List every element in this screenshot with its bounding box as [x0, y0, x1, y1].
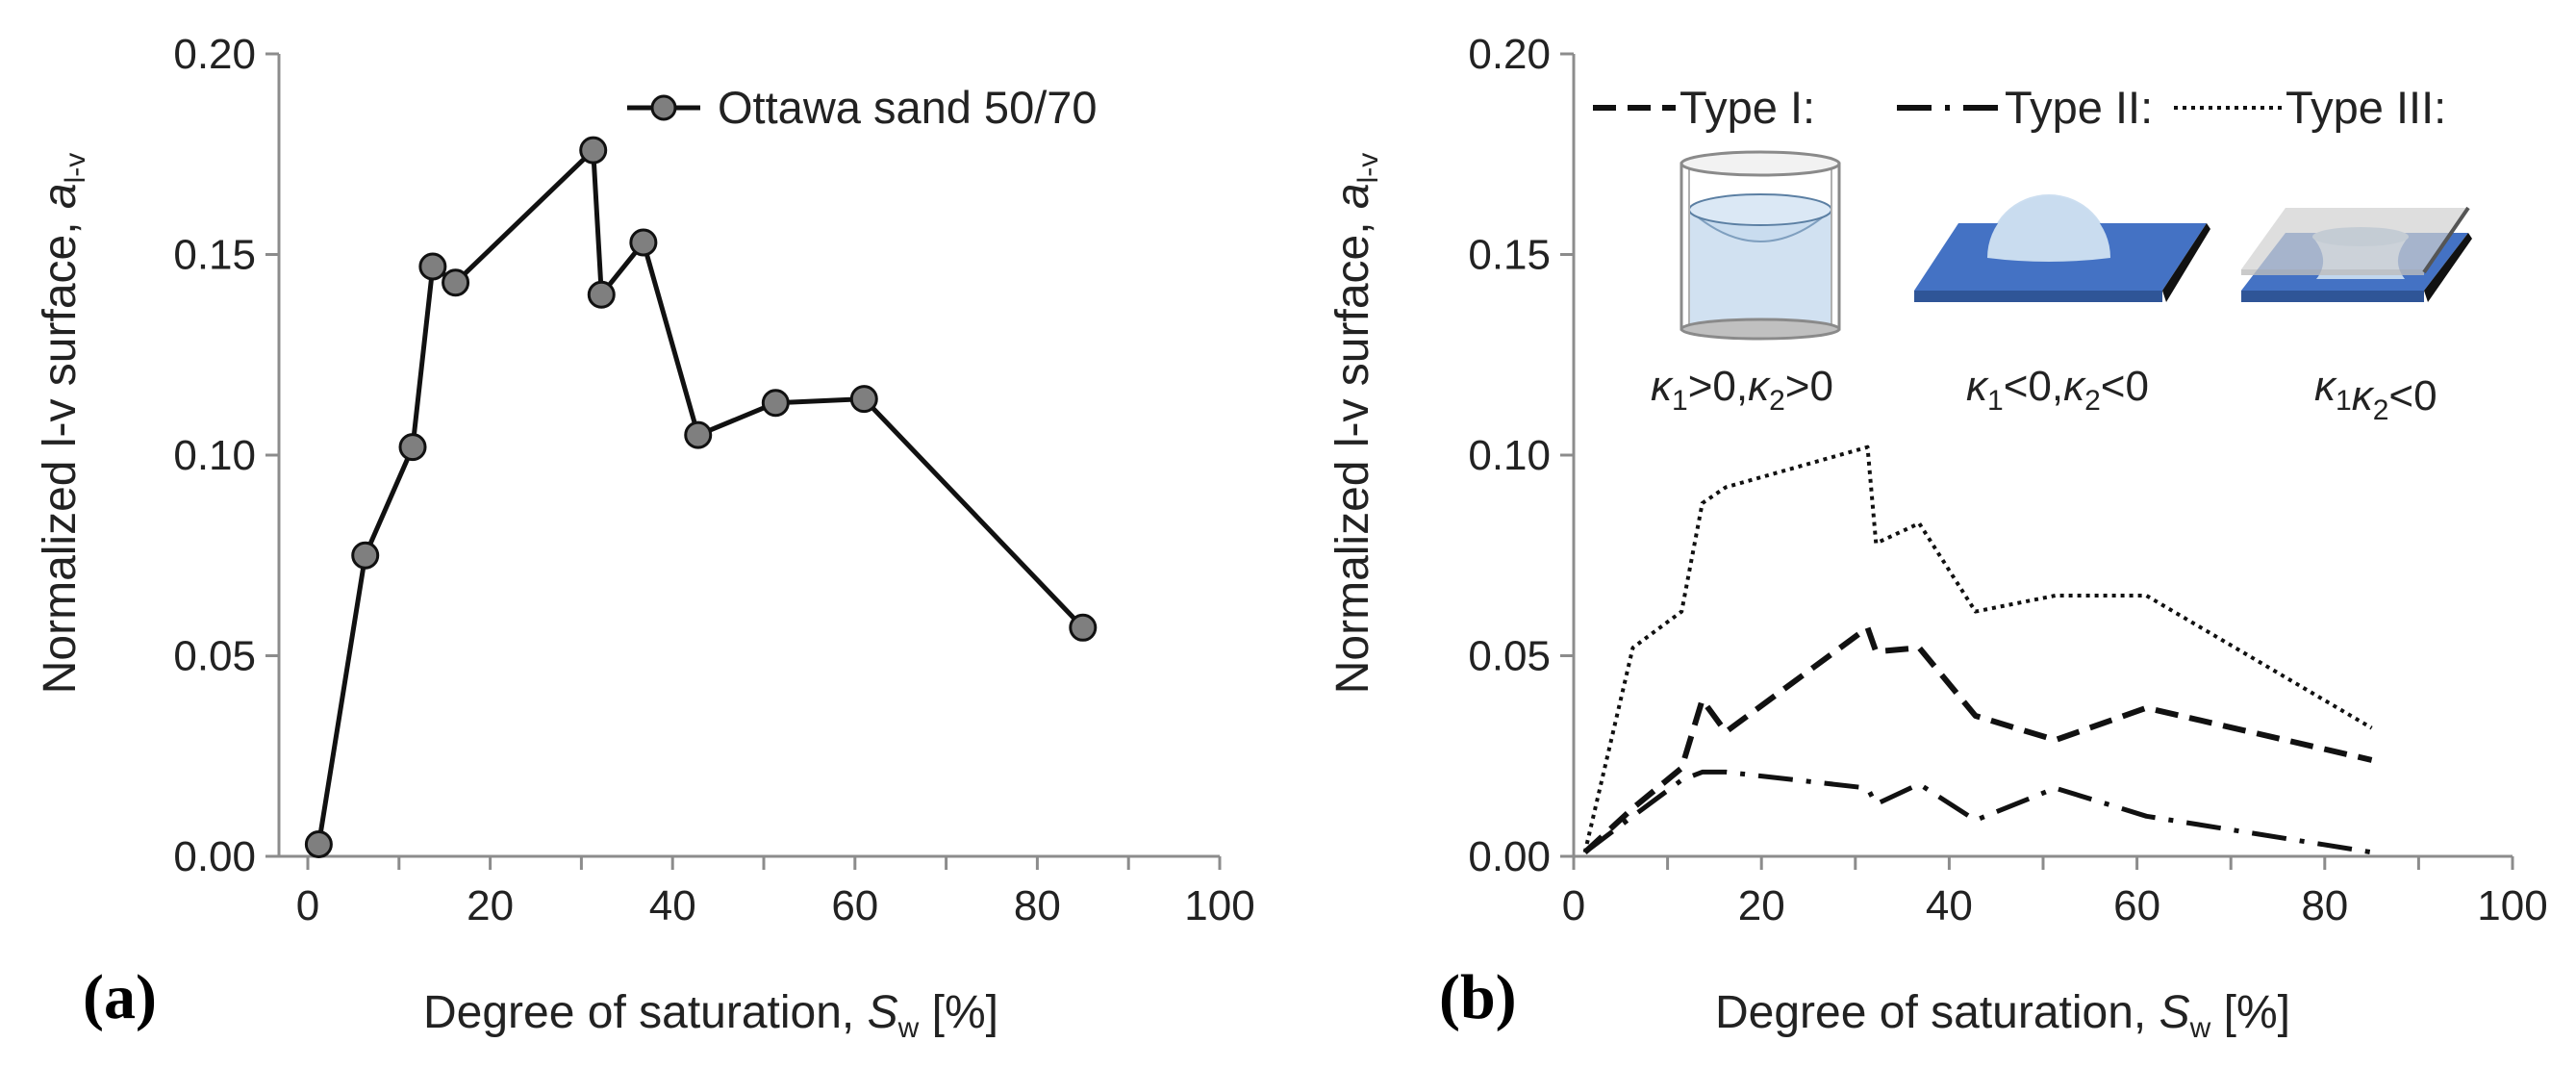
y-tick-label: 0.00: [173, 833, 256, 880]
data-point: [304, 829, 333, 858]
legend-type-3-label: Type III:: [2286, 82, 2446, 133]
panel-a-tick-labels: 0.00 0.05 0.10 0.15 0.20 0 20 40 60 80 100: [173, 31, 1254, 929]
data-point: [579, 136, 608, 165]
panel-a-axes: [265, 52, 1222, 870]
series-line-1: [316, 147, 1085, 845]
y-tick-label: 0.15: [1468, 232, 1551, 279]
series-line-2: [1583, 769, 2372, 855]
y-tick-label: 0.00: [1468, 833, 1551, 880]
x-tick-label: 20: [1738, 882, 1785, 929]
y-tick-label: 0.10: [1468, 432, 1551, 479]
x-tick-label: 100: [2477, 882, 2547, 929]
x-tick-label: 20: [467, 882, 514, 929]
plate-front: [1914, 291, 2162, 302]
x-tick-label: 80: [1014, 882, 1061, 929]
x-tick-label: 100: [1184, 882, 1254, 929]
panel-a-y-axis-title: Normalized l-v surface, al-v: [35, 153, 91, 695]
type-2-droplet-illustration: [1914, 194, 2210, 302]
droplet-front: [1987, 196, 2110, 262]
x-tick-label: 0: [296, 882, 319, 929]
panel-a-legend: Ottawa sand 50/70: [627, 82, 1098, 133]
panel-b-y-axis-title: Normalized l-v surface, al-v: [1327, 153, 1384, 695]
panel-a-plot-area: [304, 136, 1098, 858]
top-glass-edge: [2422, 206, 2470, 274]
data-point: [442, 268, 470, 297]
panel-a: 0.00 0.05 0.10 0.15 0.20 0 20 40 60 80 100 Ottawa …: [35, 31, 1255, 1044]
panel-b-tick-labels: 0.00 0.05 0.10 0.15 0.20 0 20 40 60 80 100: [1468, 31, 2547, 929]
panel-a-legend-marker: [650, 94, 677, 121]
y-tick-label: 0.20: [1468, 31, 1551, 78]
data-point: [849, 385, 878, 414]
x-tick-label: 40: [649, 882, 696, 929]
panel-b-plot-area: [1582, 445, 2373, 855]
data-point: [684, 420, 713, 449]
data-point: [1069, 613, 1098, 642]
x-tick-label: 40: [1926, 882, 1973, 929]
x-tick-label: 60: [831, 882, 878, 929]
top-glass-plate: [2241, 208, 2468, 269]
panel-b-label: (b): [1439, 962, 1517, 1032]
y-tick-label: 0.05: [1468, 633, 1551, 680]
y-tick-label: 0.20: [173, 31, 256, 78]
panel-b: 0.00 0.05 0.10 0.15 0.20 0 20 40 60 80 100 Type I:…: [1327, 31, 2548, 1044]
x-tick-label: 80: [2301, 882, 2348, 929]
y-tick-label: 0.15: [173, 232, 256, 279]
data-point: [761, 389, 790, 418]
bottom-plate-side: [2424, 233, 2472, 302]
type-1-cylinder-illustration: [1679, 150, 1841, 341]
curvature-label-type-3: κ1κ2<0: [2314, 363, 2437, 426]
data-point: [629, 228, 658, 257]
y-tick-label: 0.05: [173, 633, 256, 680]
panel-a-legend-label: Ottawa sand 50/70: [718, 82, 1098, 133]
curvature-label-type-2: κ1<0,κ2<0: [1966, 363, 2149, 417]
y-tick-label: 0.10: [173, 432, 256, 479]
top-glass-front: [2241, 269, 2424, 275]
panel-b-x-axis-title: Degree of saturation, Sw [%]: [1715, 987, 2290, 1044]
cylinder-bottom: [1679, 318, 1841, 341]
type-3-bridge-illustration: [2241, 206, 2472, 302]
panel-b-legend: Type I: Type II: Type III:: [1593, 82, 2446, 133]
legend-type-1-label: Type I:: [1679, 82, 1815, 133]
data-point: [418, 252, 447, 281]
legend-type-2-label: Type II:: [2005, 82, 2153, 133]
series-line-3: [1582, 445, 2373, 853]
curvature-label-type-1: κ1>0,κ2>0: [1651, 363, 1833, 417]
cylinder-liquid-surface: [1688, 193, 1832, 226]
panel-a-label: (a): [83, 962, 157, 1032]
panel-a-x-axis-title: Degree of saturation, Sw [%]: [423, 987, 998, 1044]
x-tick-label: 60: [2113, 882, 2160, 929]
bottom-plate-front: [2241, 291, 2424, 302]
data-point: [351, 541, 380, 570]
data-point: [398, 433, 427, 462]
data-point: [587, 280, 616, 309]
x-tick-label: 0: [1562, 882, 1585, 929]
series-line-1: [1582, 624, 2373, 855]
cylinder-top-rim: [1679, 150, 1841, 177]
plate-side: [2162, 223, 2210, 302]
panel-b-axes: [1560, 52, 2514, 870]
